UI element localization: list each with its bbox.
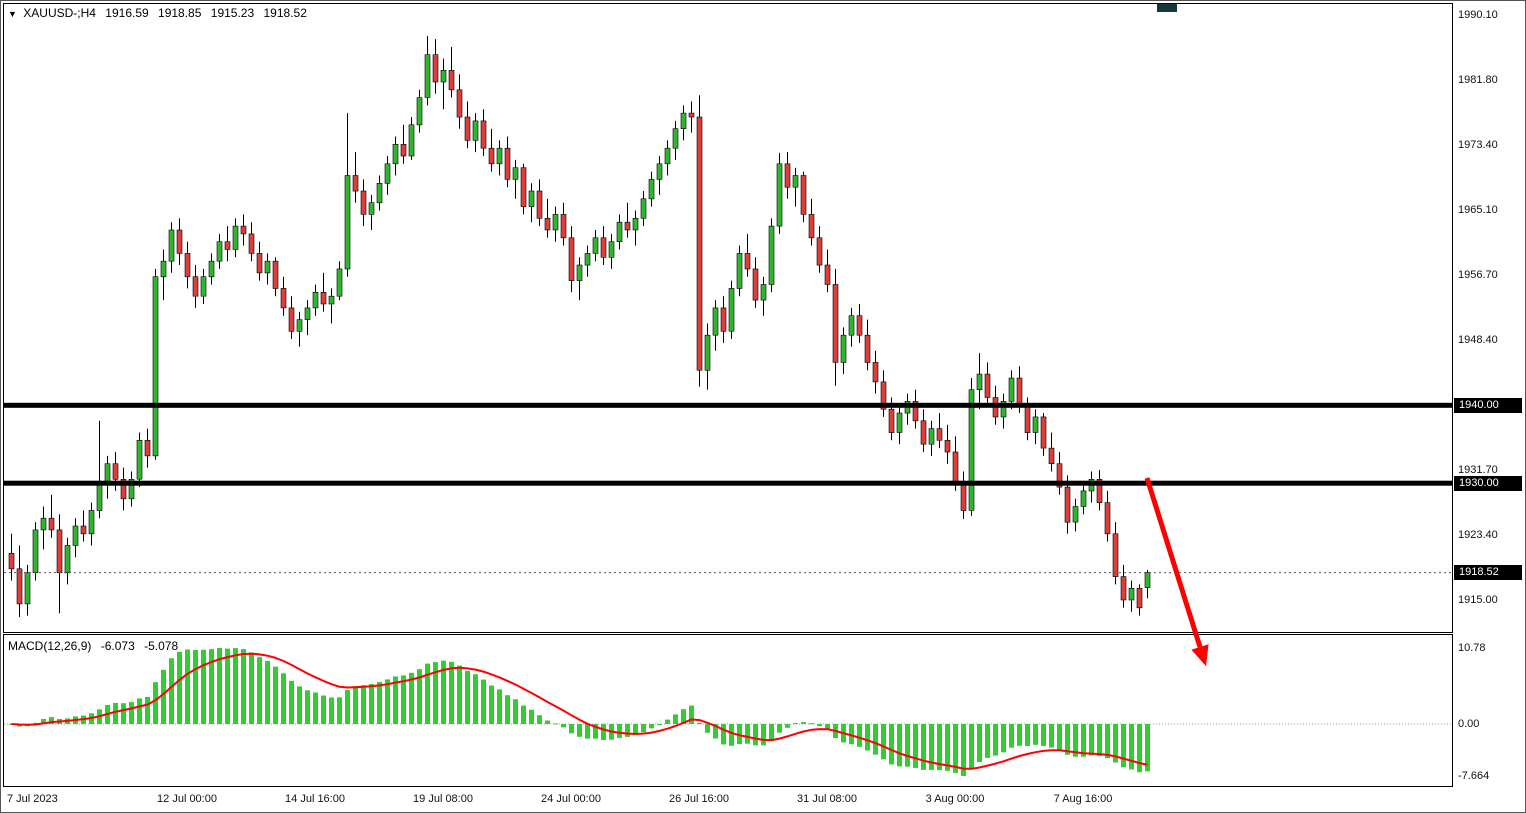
price-axis-label: 1990.10 bbox=[1458, 9, 1498, 21]
time-axis-label: 31 Jul 08:00 bbox=[797, 793, 857, 805]
time-axis-label: 3 Aug 00:00 bbox=[925, 793, 985, 805]
price-axis-label: 1956.70 bbox=[1458, 269, 1498, 281]
macd-indicator-pane[interactable] bbox=[3, 634, 1453, 787]
ohlc-open-value: 1916.59 bbox=[105, 6, 149, 20]
time-axis-label: 19 Jul 08:00 bbox=[413, 793, 473, 805]
chart-title: ▼ XAUUSD-;H4 1916.59 1918.85 1915.23 191… bbox=[8, 6, 313, 20]
macd-name-label: MACD(12,26,9) bbox=[8, 639, 92, 653]
time-axis-label: 26 Jul 16:00 bbox=[669, 793, 729, 805]
ohlc-high-value: 1918.85 bbox=[158, 6, 202, 20]
current-price-tag: 1918.52 bbox=[1454, 565, 1522, 580]
level-price-tag-1930: 1930.00 bbox=[1454, 476, 1522, 491]
price-axis-label: 1981.80 bbox=[1458, 74, 1498, 86]
macd-main-value: -6.073 bbox=[100, 639, 135, 653]
ohlc-close-value: 1918.52 bbox=[263, 6, 307, 20]
time-axis-label: 7 Aug 16:00 bbox=[1053, 793, 1113, 805]
symbol-timeframe-label: XAUUSD-;H4 bbox=[23, 6, 96, 20]
price-axis-label: 1915.00 bbox=[1458, 594, 1498, 606]
time-axis-label: 12 Jul 00:00 bbox=[157, 793, 217, 805]
price-axis-label: 1948.40 bbox=[1458, 334, 1498, 346]
main-chart-pane[interactable] bbox=[3, 3, 1453, 633]
time-axis-label: 14 Jul 16:00 bbox=[285, 793, 345, 805]
price-axis-label: 1973.40 bbox=[1458, 139, 1498, 151]
level-price-tag-1940: 1940.00 bbox=[1454, 398, 1522, 413]
price-axis-label: 1923.40 bbox=[1458, 529, 1498, 541]
chart-shift-marker[interactable] bbox=[1157, 4, 1177, 12]
symbol-dropdown-icon[interactable]: ▼ bbox=[8, 9, 17, 19]
time-axis-label: 7 Jul 2023 bbox=[7, 793, 58, 805]
price-axis-label: 1965.10 bbox=[1458, 204, 1498, 216]
ohlc-low-value: 1915.23 bbox=[210, 6, 255, 20]
time-axis-label: 24 Jul 00:00 bbox=[541, 793, 601, 805]
macd-axis-label: 0.00 bbox=[1458, 718, 1480, 730]
macd-signal-value: -5.078 bbox=[144, 639, 179, 653]
price-axis-label: 1931.70 bbox=[1458, 464, 1498, 476]
macd-axis-label: -7.664 bbox=[1458, 770, 1490, 782]
macd-axis-label: 10.78 bbox=[1458, 642, 1486, 654]
time-axis[interactable] bbox=[1, 788, 1453, 812]
macd-indicator-label: MACD(12,26,9) -6.073 -5.078 bbox=[8, 639, 184, 653]
